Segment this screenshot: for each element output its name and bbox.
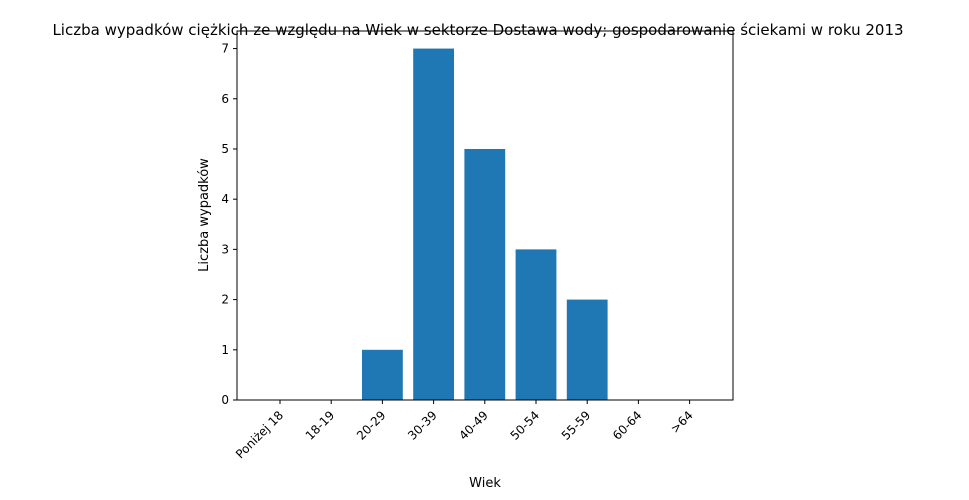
- y-axis-ticks: 0 1 2 3 4 5 6 7: [221, 42, 237, 407]
- x-tick-label: 40-49: [456, 408, 491, 443]
- x-tick-label: 18-19: [303, 408, 338, 443]
- bar-20-29: [362, 349, 403, 400]
- y-tick-label: 0: [221, 393, 229, 407]
- y-tick-label: 4: [221, 192, 229, 206]
- x-axis-label: Wiek: [469, 476, 501, 491]
- x-axis-ticks: Poniżej 18 18-19 20-29 30-39 40-49 50-54 55-59…: [233, 400, 696, 461]
- bar-50-54: [515, 249, 557, 400]
- x-tick-label: 50-54: [508, 408, 543, 443]
- y-tick-label: 2: [221, 293, 229, 307]
- x-tick-label: >64: [668, 408, 696, 436]
- bar-55-59: [566, 299, 608, 400]
- bar-40-49: [464, 148, 506, 400]
- y-tick-label: 7: [221, 42, 229, 56]
- chart-title: Liczba wypadków ciężkich ze względu na W…: [52, 21, 903, 39]
- y-tick-label: 1: [221, 343, 229, 357]
- bars-group: [362, 48, 608, 400]
- x-tick-label: 55-59: [559, 408, 594, 443]
- bar-30-39: [413, 48, 454, 400]
- plot-frame: [236, 30, 734, 401]
- x-tick-label: 30-39: [405, 408, 440, 443]
- x-tick-label: 20-29: [354, 408, 389, 443]
- y-tick-label: 5: [221, 142, 229, 156]
- x-tick-label: 60-64: [610, 408, 645, 443]
- y-tick-label: 6: [221, 92, 229, 106]
- y-tick-label: 3: [221, 242, 229, 256]
- x-tick-label: Poniżej 18: [233, 408, 286, 461]
- y-axis-label: Liczba wypadków: [197, 158, 212, 272]
